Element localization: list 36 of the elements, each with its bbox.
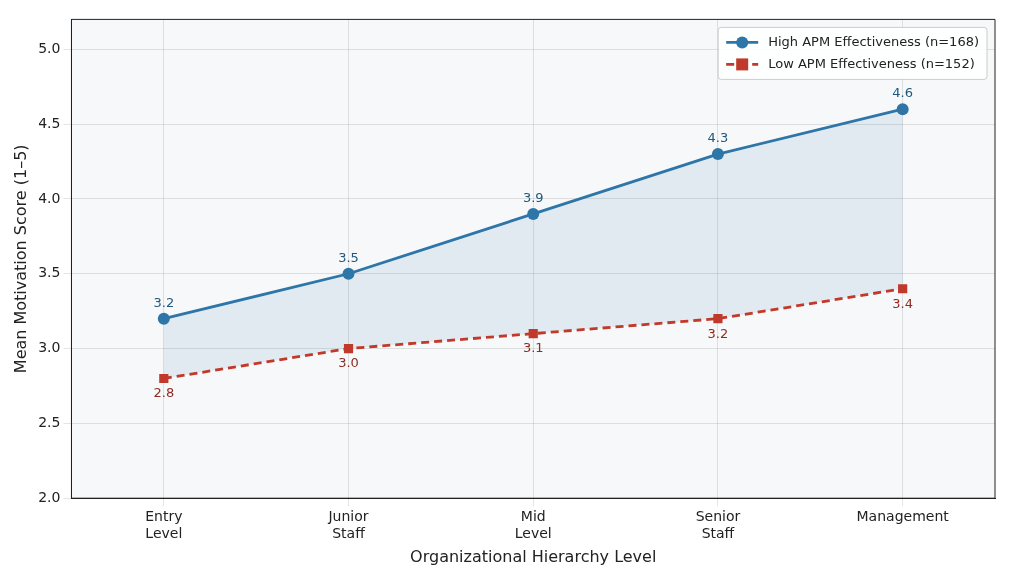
text: 2.0 (38, 488, 61, 505)
data-label: 2.8 (153, 385, 175, 401)
point (157, 312, 170, 325)
text: 4.5 (38, 114, 61, 131)
data-label: 4.6 (892, 85, 913, 101)
x-tick-label: Mid Level (514, 508, 552, 542)
text: 2.5 (38, 414, 61, 431)
point (527, 207, 540, 220)
text: 3.5 (38, 264, 61, 281)
point (159, 373, 169, 384)
data-label: 3.1 (522, 340, 544, 356)
point (711, 148, 724, 161)
text: 5.0 (38, 39, 61, 56)
text: 3.0 (38, 339, 61, 356)
point (896, 103, 909, 116)
data-label: 3.2 (153, 294, 175, 310)
x-tick-label: Management (856, 508, 950, 525)
point (528, 329, 538, 339)
legend-label: Low APM Effectiveness (n=152) (768, 55, 975, 71)
legend-label: High APM Effectiveness (n=168) (768, 33, 979, 49)
y-axis-title: Mean Motivation Score (1–5) (10, 144, 30, 374)
x-tick-label: Junior Staff (327, 508, 369, 542)
point (343, 343, 354, 354)
data-label: 3.2 (707, 325, 729, 341)
text: 4.0 (38, 189, 61, 206)
data-label: 4.3 (707, 129, 729, 145)
data-label: 3.5 (338, 249, 359, 265)
x-axis-title: Organizational Hierarchy Level (410, 546, 657, 566)
data-label: 3.0 (338, 355, 359, 371)
point (898, 284, 908, 294)
x-tick-label: Senior Staff (695, 508, 741, 542)
point (713, 314, 723, 324)
x-tick-label: Entry Level (145, 508, 183, 542)
data-label: 3.4 (892, 295, 913, 311)
point (342, 267, 355, 280)
data-label: 3.9 (522, 189, 544, 205)
